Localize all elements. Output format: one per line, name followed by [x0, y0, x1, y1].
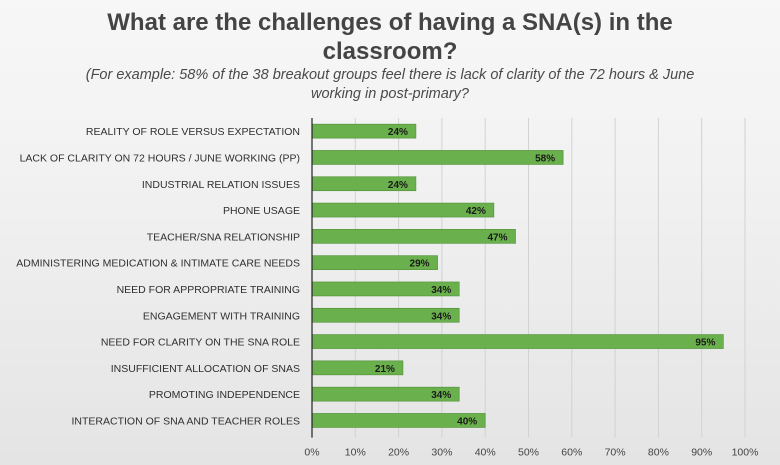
category-label: TEACHER/SNA RELATIONSHIP [147, 231, 300, 243]
data-label: 58% [535, 153, 555, 164]
data-label: 24% [388, 180, 408, 191]
data-label: 24% [388, 127, 408, 138]
category-label: PROMOTING INDEPENDENCE [149, 389, 300, 401]
x-tick-label: 30% [431, 447, 452, 459]
x-tick-label: 20% [388, 447, 409, 459]
data-label: 95% [695, 338, 715, 349]
x-tick-label: 40% [475, 447, 496, 459]
x-tick-label: 0% [304, 447, 319, 459]
data-label: 34% [431, 285, 451, 296]
category-label: INDUSTRIAL RELATION ISSUES [142, 179, 300, 191]
category-label: NEED FOR APPROPRIATE TRAINING [117, 284, 300, 296]
category-label: INTERACTION OF SNA AND TEACHER ROLES [71, 415, 300, 427]
bar [311, 334, 724, 349]
x-tick-label: 70% [605, 447, 626, 459]
x-tick-label: 50% [518, 447, 539, 459]
category-label: LACK OF CLARITY ON 72 HOURS / JUNE WORKI… [20, 152, 300, 164]
data-label: 47% [487, 232, 507, 243]
x-tick-label: 90% [691, 447, 712, 459]
chart-subtitle: (For example: 58% of the 38 breakout gro… [85, 67, 695, 102]
data-label: 34% [431, 390, 451, 401]
x-tick-label: 60% [561, 447, 582, 459]
category-label: REALITY OF ROLE VERSUS EXPECTATION [86, 126, 300, 138]
chart-title: What are the challenges of having a SNA(… [107, 9, 673, 65]
data-label: 34% [431, 311, 451, 322]
category-label: PHONE USAGE [223, 205, 300, 217]
x-tick-label: 80% [648, 447, 669, 459]
x-tick-label: 100% [732, 447, 759, 459]
data-label: 21% [375, 364, 395, 375]
x-tick-label: 10% [345, 447, 366, 459]
bar [311, 150, 564, 165]
category-label: NEED FOR CLARITY ON THE SNA ROLE [101, 337, 300, 349]
data-label: 29% [410, 259, 430, 270]
data-label: 40% [457, 416, 477, 427]
category-label: ADMINISTERING MEDICATION & INTIMATE CARE… [16, 258, 300, 270]
category-label: ENGAGEMENT WITH TRAINING [143, 310, 300, 322]
bar [311, 229, 516, 244]
category-label: INSUFFICIENT ALLOCATION OF SNAS [111, 363, 300, 375]
data-label: 42% [466, 206, 486, 217]
